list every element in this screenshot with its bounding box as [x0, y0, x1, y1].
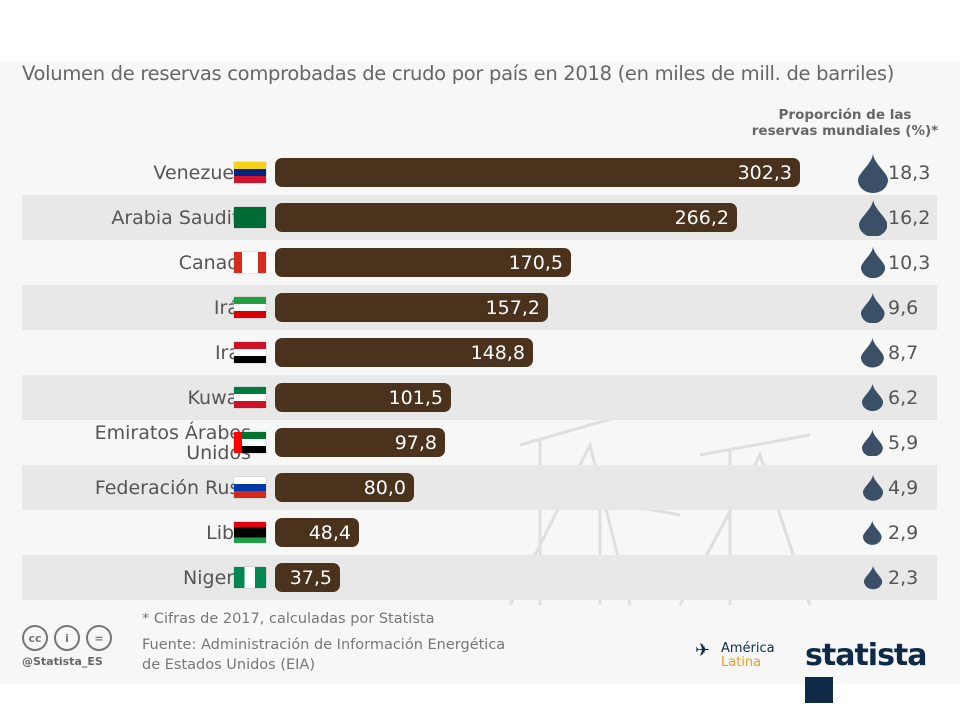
flag-icon [234, 387, 266, 408]
cc-license-icons[interactable]: cc i = [22, 625, 112, 651]
drop-icon [861, 330, 885, 375]
bar: 148,8 [275, 338, 533, 367]
chart-row: Irak 148,8 8,7 [22, 330, 937, 375]
bar-value-label: 80,0 [363, 476, 406, 499]
statista-logo-text: statista [805, 638, 928, 673]
bar-value-label: 97,8 [394, 431, 437, 454]
bar: 157,2 [275, 293, 548, 322]
chart-rows: Venezuela 302,3 18,3 Arabia Saudita 266,2… [22, 150, 937, 600]
share-label: 16,2 [888, 206, 931, 229]
flag-icon [234, 207, 266, 228]
statista-logo: statista [805, 638, 960, 708]
drop-shape [863, 565, 882, 590]
bar: 266,2 [275, 203, 737, 232]
bar-value-label: 170,5 [508, 251, 563, 274]
footnote: * Cifras de 2017, calculadas por Statist… [142, 611, 435, 627]
drop-icon [862, 420, 884, 465]
bar: 302,3 [275, 158, 800, 187]
chart-row: Emiratos Árabes Unidos 97,8 5,9 [22, 420, 937, 465]
share-label: 18,3 [888, 161, 931, 184]
bar: 37,5 [275, 563, 340, 592]
category-label: Irán [213, 296, 251, 319]
category-label: Venezuela [153, 161, 251, 184]
source-line-2: de Estados Unidos (EIA) [142, 657, 316, 673]
no-derivatives-icon: = [86, 625, 112, 651]
flag-icon [234, 162, 266, 183]
attribution-icon: i [54, 625, 80, 651]
flag-icon [234, 297, 266, 318]
drop-shape [862, 383, 884, 412]
logo-text-2: Latina [721, 655, 762, 670]
source-line-1: Fuente: Administración de Información En… [142, 637, 506, 653]
bar-value-label: 37,5 [289, 566, 332, 589]
drop-icon [860, 285, 885, 330]
category-label: Nigeria [183, 566, 251, 589]
bar-value-label: 266,2 [674, 206, 729, 229]
drop-shape [862, 428, 884, 457]
share-label: 5,9 [888, 431, 919, 454]
drop-icon [860, 240, 885, 285]
share-column-header: Proporción de las reservas mundiales (%)… [751, 107, 939, 139]
bar-value-label: 302,3 [737, 161, 792, 184]
share-label: 2,3 [888, 566, 919, 589]
category-label: Libia [206, 521, 251, 544]
chart-row: Kuwait 101,5 6,2 [22, 375, 937, 420]
drop-icon [858, 195, 888, 240]
flag-icon [234, 522, 266, 543]
drop-shape [863, 520, 882, 545]
drop-shape [860, 246, 885, 279]
cc-icon: cc [22, 625, 48, 651]
source: Fuente: Administración de Información En… [142, 635, 505, 675]
drop-shape [858, 152, 888, 193]
drop-shape [861, 337, 885, 368]
flag-icon [234, 252, 266, 273]
bar: 101,5 [275, 383, 451, 412]
chart-row: Nigeria 37,5 2,3 [22, 555, 937, 600]
category-label: Canadá [178, 251, 251, 274]
bar-value-label: 157,2 [485, 296, 540, 319]
category-label: Kuwait [187, 386, 251, 409]
category-label: Federación Rusa [94, 476, 251, 499]
chart-row: Arabia Saudita 266,2 16,2 [22, 195, 937, 240]
drop-icon [858, 150, 888, 195]
share-label: 10,3 [888, 251, 931, 274]
flag-icon [234, 342, 266, 363]
drop-shape [858, 198, 888, 237]
bar: 170,5 [275, 248, 571, 277]
bar-value-label: 101,5 [388, 386, 443, 409]
chart-row: Federación Rusa 80,0 4,9 [22, 465, 937, 510]
flag-icon [234, 567, 266, 588]
share-label: 6,2 [888, 386, 919, 409]
chart-row: Venezuela 302,3 18,3 [22, 150, 937, 195]
bar-value-label: 148,8 [470, 341, 525, 364]
chart-row: Canadá 170,5 10,3 [22, 240, 937, 285]
chart-row: Libia 48,4 2,9 [22, 510, 937, 555]
chart-title: Volumen de reservas comprobadas de crudo… [22, 62, 895, 85]
map-icon: ✈ [695, 640, 711, 661]
bar: 97,8 [275, 428, 445, 457]
share-label: 8,7 [888, 341, 919, 364]
drop-shape [862, 474, 883, 501]
category-label: Irak [214, 341, 251, 364]
drop-icon [862, 375, 884, 420]
twitter-handle: @Statista_ES [22, 655, 103, 668]
share-label: 2,9 [888, 521, 919, 544]
drop-icon [863, 555, 882, 600]
america-latina-logo: ✈ América Latina [695, 642, 775, 670]
statista-logo-icon [805, 677, 833, 703]
bar: 80,0 [275, 473, 414, 502]
drop-icon [862, 465, 883, 510]
logo-text-1: América [721, 641, 775, 656]
chart-row: Irán 157,2 9,6 [22, 285, 937, 330]
category-label: Arabia Saudita [111, 206, 251, 229]
drop-shape [860, 291, 885, 324]
bar-value-label: 48,4 [308, 521, 351, 544]
share-label: 4,9 [888, 476, 919, 499]
category-label: Emiratos Árabes Unidos [94, 421, 251, 464]
flag-icon [234, 432, 266, 453]
flag-icon [234, 477, 266, 498]
share-label: 9,6 [888, 296, 919, 319]
drop-icon [863, 510, 882, 555]
bar: 48,4 [275, 518, 359, 547]
